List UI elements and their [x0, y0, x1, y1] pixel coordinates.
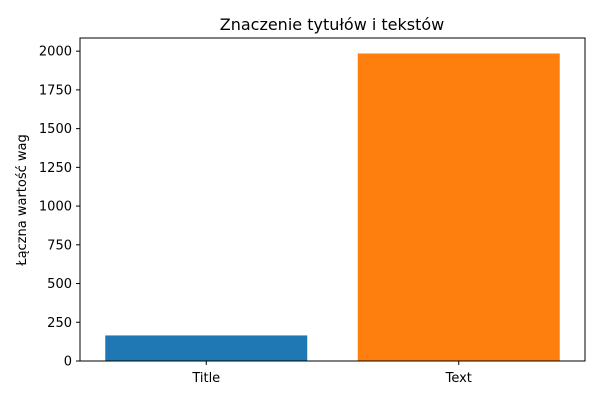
plot-frame — [79, 37, 586, 362]
y-tick-label: 1500 — [39, 122, 72, 137]
y-axis-title: Łączna wartość wag — [15, 134, 30, 266]
y-tick-label: 500 — [47, 277, 72, 292]
y-tick-label: 0 — [64, 355, 72, 370]
y-tick-label: 1750 — [39, 83, 72, 98]
x-tick-label: Text — [445, 371, 472, 386]
bar-text — [357, 53, 560, 361]
y-tick-label: 1250 — [39, 161, 72, 176]
y-tick-label: 250 — [47, 316, 72, 331]
plot-area: 0 250 500 750 1000 1250 1500 1750 2000 Title Text — [39, 37, 586, 386]
y-tick-label: 2000 — [39, 45, 72, 60]
chart-title: Znaczenie tytułów i tekstów — [220, 15, 445, 34]
x-tick-label: Title — [191, 371, 220, 386]
y-tick-label: 1000 — [39, 200, 72, 215]
bar-title — [105, 335, 308, 361]
y-tick-label: 750 — [47, 238, 72, 253]
